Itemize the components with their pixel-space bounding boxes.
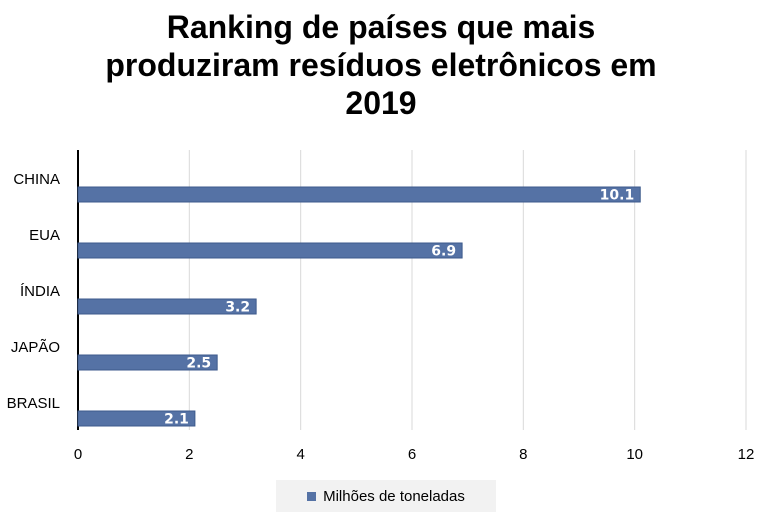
chart-title-line-2: produziram resíduos eletrônicos em — [105, 47, 657, 83]
chart-title-line-3: 2019 — [345, 85, 417, 121]
x-tick-label-4: 4 — [296, 446, 304, 463]
x-tick-label-0: 0 — [74, 446, 82, 463]
x-tick-label-10: 10 — [626, 446, 643, 463]
x-tick-label-6: 6 — [408, 446, 416, 463]
category-label-2: EUA — [29, 227, 60, 244]
category-label-1: CHINA — [13, 171, 60, 188]
chart-title-line-1: Ranking de países que mais — [166, 9, 596, 45]
data-label-1: 10.1 — [600, 188, 635, 204]
x-tick-label-2: 2 — [185, 446, 193, 463]
x-tick-label-12: 12 — [738, 446, 755, 463]
bar-2 — [77, 242, 463, 259]
legend-label: Milhões de toneladas — [323, 487, 465, 505]
bar-chart: 0 2 4 6 8 10 12 CHINA 10.1 EUA 6.9 ÍNDIA 3.2 JAPÃO 2.5… — [7, 150, 755, 463]
legend-swatch — [307, 491, 317, 501]
category-label-4: JAPÃO — [11, 339, 60, 356]
data-label-2: 6.9 — [431, 244, 456, 260]
chart-title: Ranking de países que mais produziram re… — [0, 8, 762, 122]
x-tick-label-8: 8 — [519, 446, 527, 463]
category-label-5: BRASIL — [7, 395, 60, 412]
bar-1 — [77, 186, 641, 203]
bar-5 — [77, 410, 196, 427]
data-label-4: 2.5 — [186, 356, 211, 372]
category-label-3: ÍNDIA — [20, 283, 60, 300]
data-label-3: 3.2 — [225, 300, 250, 316]
bar-3 — [77, 298, 257, 315]
bar-4 — [77, 354, 218, 371]
data-label-5: 2.1 — [164, 412, 189, 428]
legend: Milhões de toneladas — [276, 480, 496, 512]
